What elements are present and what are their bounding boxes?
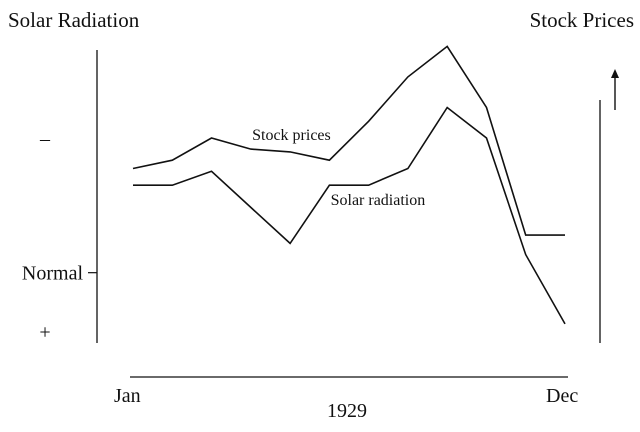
series-line-1 (133, 106, 566, 325)
series-label-0: Stock prices (252, 127, 331, 144)
series-label-1: Solar radiation (331, 192, 426, 209)
up-arrow-icon (611, 69, 619, 110)
series-line-0 (132, 45, 565, 236)
x-tick-label-start: Jan (114, 385, 141, 407)
x-tick-label-end: Dec (546, 385, 578, 407)
left-axis-mark-1: Normal (22, 263, 84, 285)
right-axis-title: Stock Prices (530, 8, 634, 32)
x-axis-title: 1929 (327, 400, 367, 422)
left-axis-mark-2: + (39, 321, 50, 343)
left-axis-mark-0: – (39, 128, 51, 150)
left-axis-title: Solar Radiation (8, 8, 140, 32)
